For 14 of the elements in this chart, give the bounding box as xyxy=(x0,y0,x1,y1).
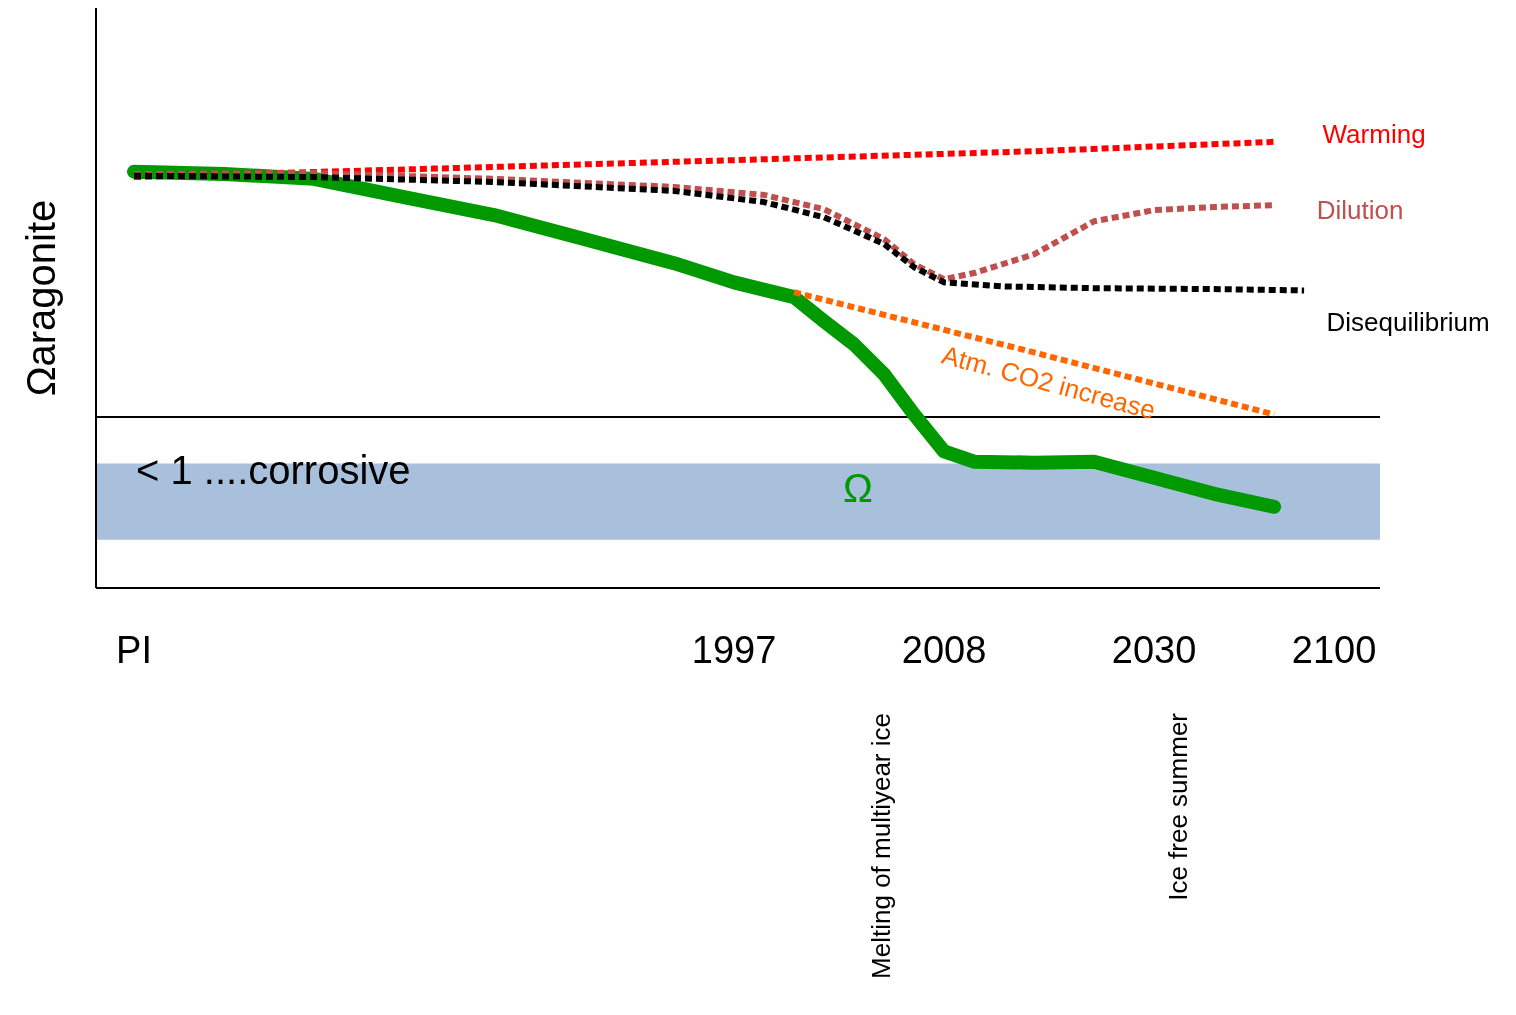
x-tick-label: 2100 xyxy=(1291,628,1377,671)
x-tick-label: PI xyxy=(116,628,152,671)
text: Melting of multiyear ice xyxy=(865,713,897,979)
series-label: Ω xyxy=(843,465,874,510)
text: Ice free summer xyxy=(1162,713,1194,901)
x-tick-label: 2030 xyxy=(1111,628,1197,671)
series-label: Warming xyxy=(1322,118,1426,149)
series-label: Disequilibrium xyxy=(1326,307,1490,338)
y-axis-title: Ωaragonite xyxy=(19,199,64,397)
band-label: < 1 ....corrosive xyxy=(136,448,411,493)
x-tick-label: 2008 xyxy=(901,628,987,671)
series-label: Dilution xyxy=(1316,195,1404,226)
x-tick-label: 1997 xyxy=(691,628,777,671)
text: Atm. CO2 increase xyxy=(938,339,1159,426)
